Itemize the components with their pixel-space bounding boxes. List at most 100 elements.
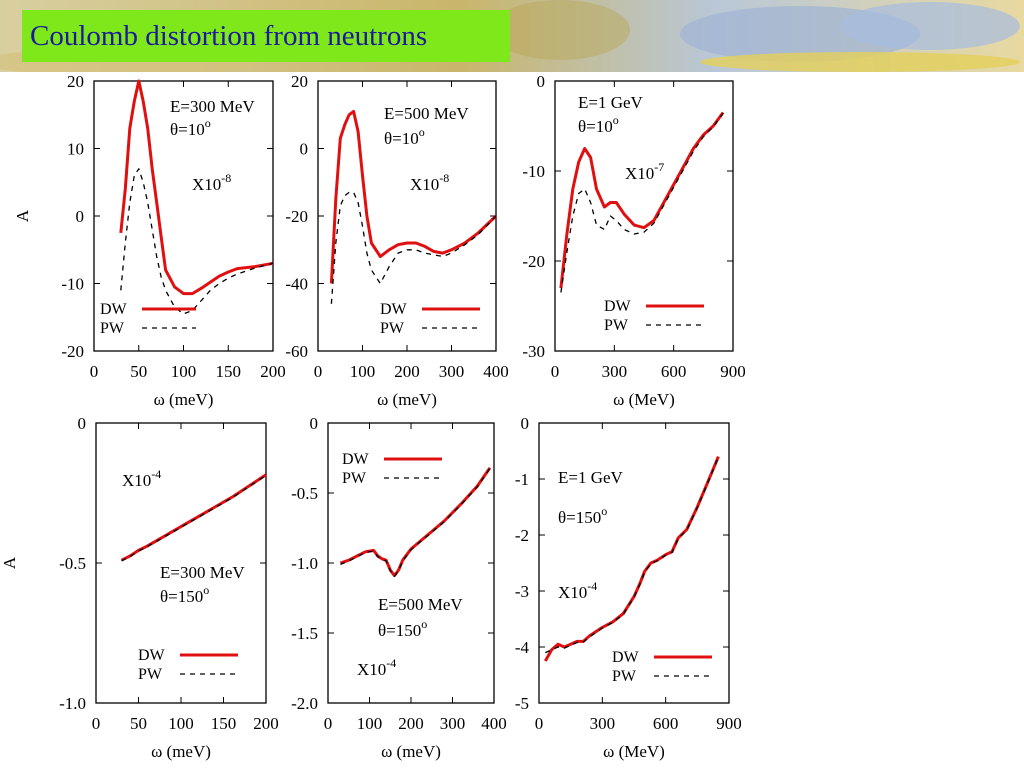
y-tick-label: 0 xyxy=(310,414,319,433)
x-tick-label: 600 xyxy=(653,714,679,733)
superscript: o xyxy=(613,113,619,127)
x-axis-label: ω (meV) xyxy=(154,390,214,409)
y-axis-label: A xyxy=(0,556,19,569)
x-tick-label: 150 xyxy=(216,362,242,381)
slide-title: Coulomb distortion from neutrons xyxy=(30,19,428,52)
y-tick-label: -20 xyxy=(61,342,84,361)
x-tick-label: 200 xyxy=(253,714,279,733)
legend-label-pw: PW xyxy=(100,320,125,337)
annotation: θ=150o xyxy=(558,504,607,527)
x-tick-label: 50 xyxy=(130,362,147,381)
x-tick-label: 150 xyxy=(211,714,237,733)
x-tick-label: 300 xyxy=(602,362,628,381)
x-axis-label: ω (MeV) xyxy=(603,742,665,761)
y-tick-label: 20 xyxy=(67,72,84,91)
y-tick-label: -2.0 xyxy=(291,694,318,713)
series-line-pw xyxy=(120,168,274,315)
legend-label-pw: PW xyxy=(380,320,405,337)
y-tick-label: -1.0 xyxy=(59,694,86,713)
x-tick-label: 0 xyxy=(324,714,333,733)
y-tick-label: -10 xyxy=(61,275,84,294)
series-line-dw xyxy=(339,466,492,578)
annotation: θ=10o xyxy=(578,113,619,136)
x-tick-label: 600 xyxy=(661,362,687,381)
y-tick-label: -30 xyxy=(522,342,545,361)
superscript: -8 xyxy=(221,171,231,185)
superscript: -8 xyxy=(439,171,449,185)
legend-label-dw: DW xyxy=(100,301,128,318)
x-tick-label: 300 xyxy=(440,714,466,733)
annotation: E=300 MeV xyxy=(170,97,255,116)
x-tick-label: 100 xyxy=(357,714,383,733)
y-tick-label: -10 xyxy=(522,162,545,181)
x-tick-label: 300 xyxy=(590,714,616,733)
x-tick-label: 0 xyxy=(90,362,99,381)
x-tick-label: 200 xyxy=(398,714,424,733)
x-tick-label: 50 xyxy=(130,714,147,733)
annotation: E=500 MeV xyxy=(378,595,463,614)
series-line-pw xyxy=(330,191,497,304)
chart-panel-5: 0 100 200 300 400 0 -0.5 -1.0 -1.5 -2.0 ω (meV) E=5… xyxy=(291,414,507,761)
annotation: E=1 GeV xyxy=(578,93,644,112)
annotation: θ=150o xyxy=(160,583,209,606)
legend-label-dw: DW xyxy=(612,649,640,666)
y-tick-label: -1.0 xyxy=(291,554,318,573)
annotation: X10-4 xyxy=(357,656,396,679)
y-tick-label: 0 xyxy=(537,72,546,91)
chart-panel-6: 0 300 600 900 0 -1 -2 -3 -4 -5 ω (MeV) E=1 GeV θ=150… xyxy=(515,414,742,761)
superscript: o xyxy=(601,504,607,518)
y-tick-label: -20 xyxy=(522,252,545,271)
plot-frame xyxy=(538,422,730,704)
superscript: -7 xyxy=(654,160,664,174)
y-tick-label: 0 xyxy=(78,414,87,433)
y-tick-label: -5 xyxy=(515,694,529,713)
x-axis-label: ω (meV) xyxy=(151,742,211,761)
x-tick-label: 900 xyxy=(720,362,746,381)
annotation: E=300 MeV xyxy=(160,563,245,582)
x-tick-label: 0 xyxy=(92,714,101,733)
y-axis-label: A xyxy=(13,209,32,222)
x-tick-label: 100 xyxy=(171,362,197,381)
annotation: θ=10o xyxy=(170,116,211,139)
superscript: o xyxy=(205,116,211,130)
chart-panel-4: 0 50 100 150 200 0 -0.5 -1.0 ω (meV) A E=300 MeVθ=… xyxy=(0,414,279,761)
x-axis-label: ω (MeV) xyxy=(613,390,675,409)
x-axis-label: ω (meV) xyxy=(381,742,441,761)
legend-label-dw: DW xyxy=(138,647,166,664)
y-tick-label: -60 xyxy=(285,342,308,361)
y-tick-label: -20 xyxy=(285,207,308,226)
superscript: -4 xyxy=(587,579,597,593)
legend-label-dw: DW xyxy=(342,451,370,468)
series-line-pw xyxy=(545,456,720,654)
superscript: o xyxy=(203,583,209,597)
superscript: -4 xyxy=(151,467,161,481)
x-tick-label: 400 xyxy=(481,714,507,733)
annotation: X10-4 xyxy=(558,579,597,602)
y-tick-label: -1 xyxy=(515,470,529,489)
superscript: o xyxy=(419,125,425,139)
header-banner: Coulomb distortion from neutrons xyxy=(0,0,1024,72)
legend-label-dw: DW xyxy=(604,298,632,315)
x-tick-label: 300 xyxy=(439,362,465,381)
x-tick-label: 100 xyxy=(168,714,194,733)
x-tick-label: 400 xyxy=(483,362,509,381)
series-line-dw xyxy=(543,456,720,662)
annotation: E=500 MeV xyxy=(384,104,469,123)
annotation: X10-4 xyxy=(122,467,161,490)
series-line-dw xyxy=(329,109,498,284)
superscript: o xyxy=(421,617,427,631)
annotation: θ=10o xyxy=(384,125,425,148)
x-tick-label: 200 xyxy=(394,362,420,381)
legend-label-pw: PW xyxy=(604,317,629,334)
x-tick-label: 100 xyxy=(350,362,376,381)
y-tick-label: -0.5 xyxy=(59,554,86,573)
annotation: E=1 GeV xyxy=(558,468,624,487)
annotation: X10-7 xyxy=(625,160,664,183)
annotation: X10-8 xyxy=(192,171,231,194)
y-tick-label: 10 xyxy=(67,140,84,159)
legend-label-pw: PW xyxy=(138,666,163,683)
